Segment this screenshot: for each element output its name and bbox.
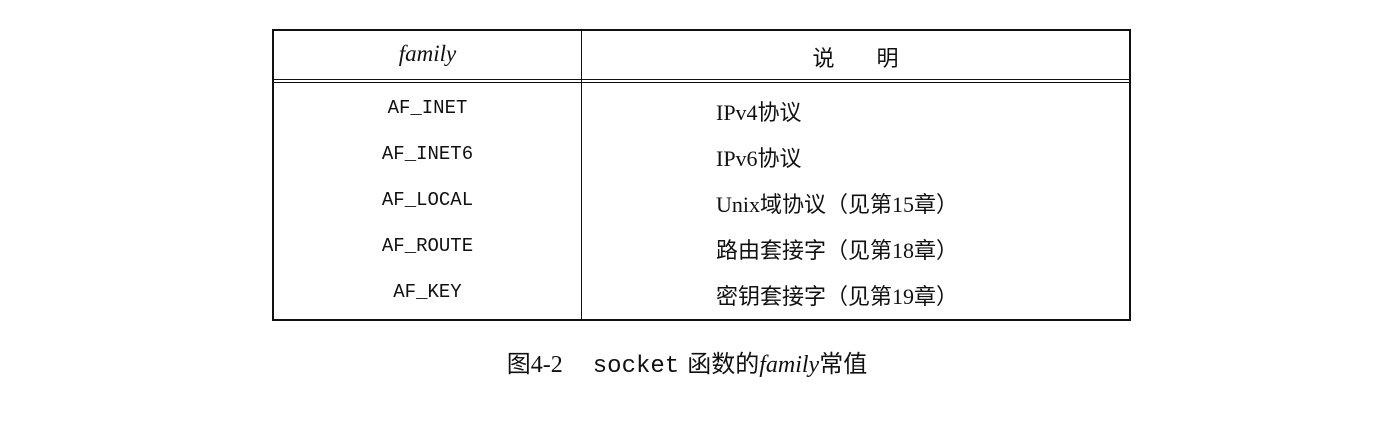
- column-divider: [581, 31, 582, 319]
- family-cell: AF_LOCAL: [381, 189, 474, 211]
- header-description: 说明: [812, 47, 941, 72]
- family-cell: AF_ROUTE: [381, 235, 474, 257]
- family-cell: AF_INET: [387, 97, 468, 119]
- caption-label: 图4-2: [506, 352, 563, 378]
- description-cell: IPv6协议: [716, 146, 802, 171]
- caption-code: socket: [592, 353, 680, 380]
- figure-caption: 图4-2 socket 函数的family常值: [0, 344, 1374, 380]
- family-cell: AF_KEY: [393, 281, 462, 303]
- header-family: family: [398, 41, 457, 66]
- caption-italic: family: [759, 352, 820, 378]
- table-header: family 说明: [274, 31, 1129, 83]
- description-cell: 路由套接字（见第18章）: [716, 238, 959, 263]
- family-table: family 说明 AF_INET IPv4协议 AF_INET6 IPv6协议 AF_…: [272, 29, 1131, 321]
- table-row: AF_INET IPv4协议: [274, 85, 1129, 131]
- caption-text1: 函数的: [687, 352, 760, 378]
- table-row: AF_ROUTE 路由套接字（见第18章）: [274, 223, 1129, 269]
- description-cell: IPv4协议: [716, 100, 802, 125]
- table-row: AF_KEY 密钥套接字（见第19章）: [274, 269, 1129, 315]
- family-cell: AF_INET6: [381, 143, 474, 165]
- caption-text2: 常值: [819, 352, 868, 378]
- table-row: AF_LOCAL Unix域协议（见第15章）: [274, 177, 1129, 223]
- description-cell: 密钥套接字（见第19章）: [716, 284, 959, 309]
- table-row: AF_INET6 IPv6协议: [274, 131, 1129, 177]
- description-cell: Unix域协议（见第15章）: [716, 192, 959, 217]
